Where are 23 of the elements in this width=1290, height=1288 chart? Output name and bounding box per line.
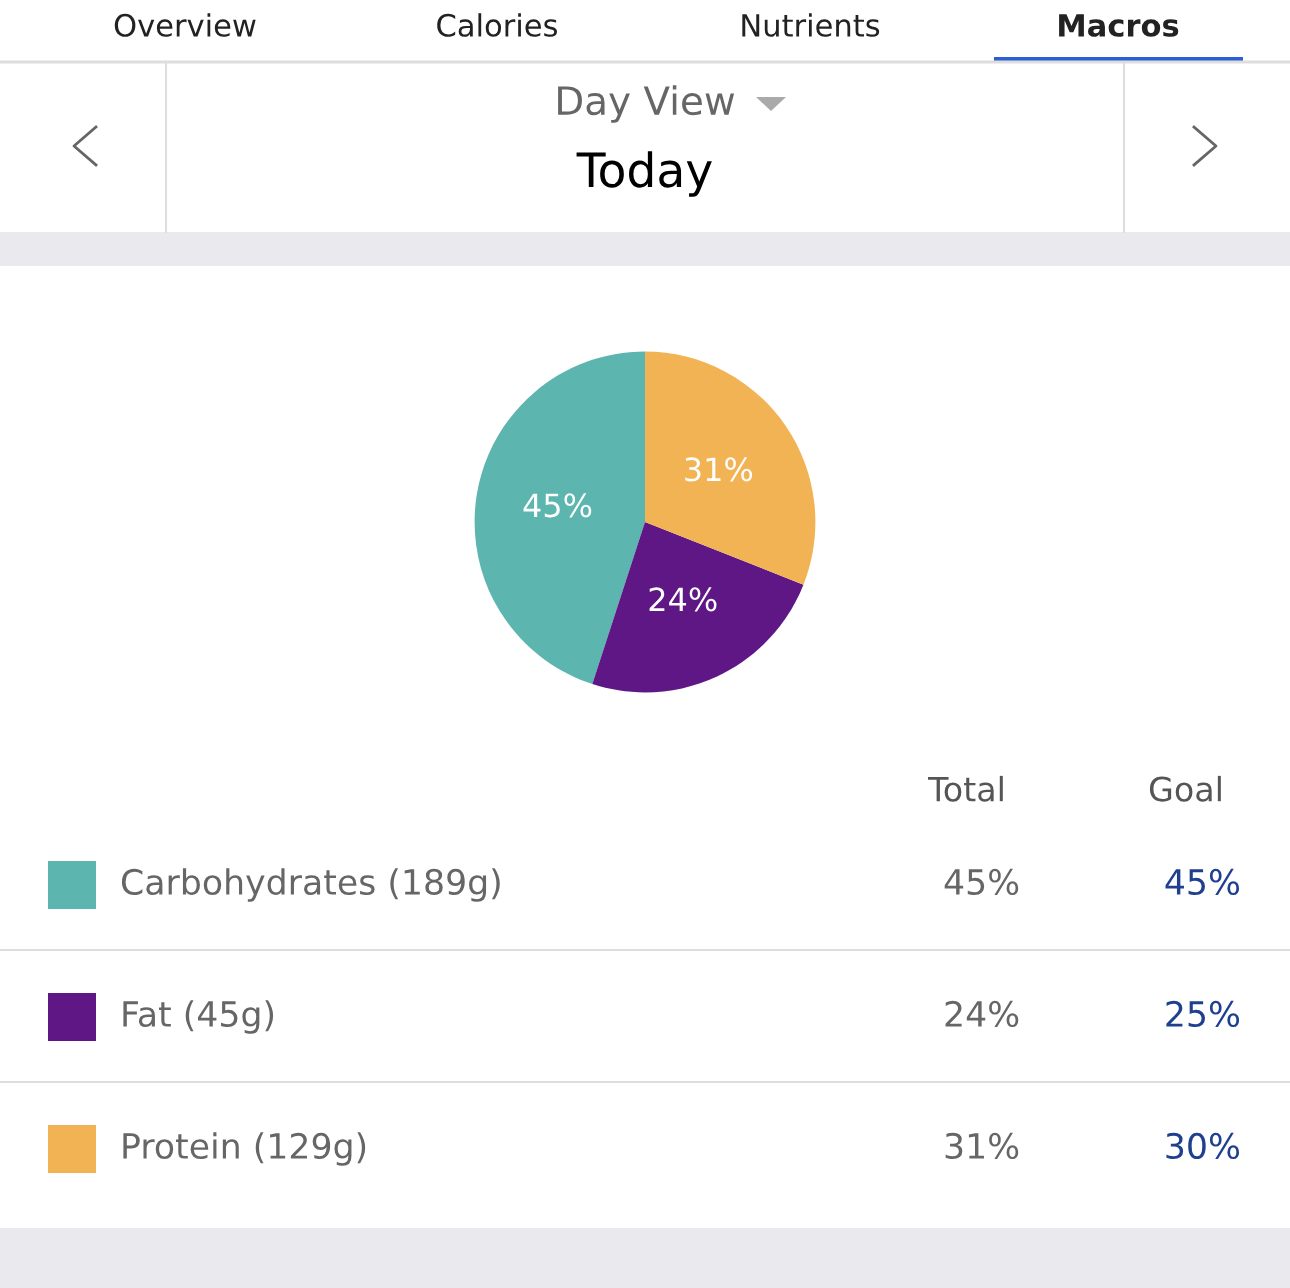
text: 25% [1166,1000,1240,1028]
text: 31% [945,1132,1019,1160]
legend-label: Fat (45g) [123,1000,274,1034]
text: 24% [945,1000,1019,1028]
text: Goal [1149,775,1221,802]
text: Nutrients [742,13,880,37]
pie-slice [474,351,645,685]
text: Total [927,775,1003,802]
text: Calories [437,13,558,37]
text: 30% [1166,1132,1240,1160]
data-label: 45% [523,493,592,518]
text: 45% [944,868,1019,896]
text: 45% [1165,868,1240,896]
data-label: 24% [649,587,717,612]
legend-label: Carbohydrates (189g) [121,868,500,902]
chart-title: Today [576,151,712,197]
chart-subtitle: Day View [558,85,735,123]
text: Macros [1059,14,1179,37]
pie-slice [592,522,804,693]
pie-slice [645,351,816,585]
data-label: 31% [685,457,753,482]
text: Overview [114,13,256,37]
legend-label: Protein (129g) [123,1132,366,1166]
